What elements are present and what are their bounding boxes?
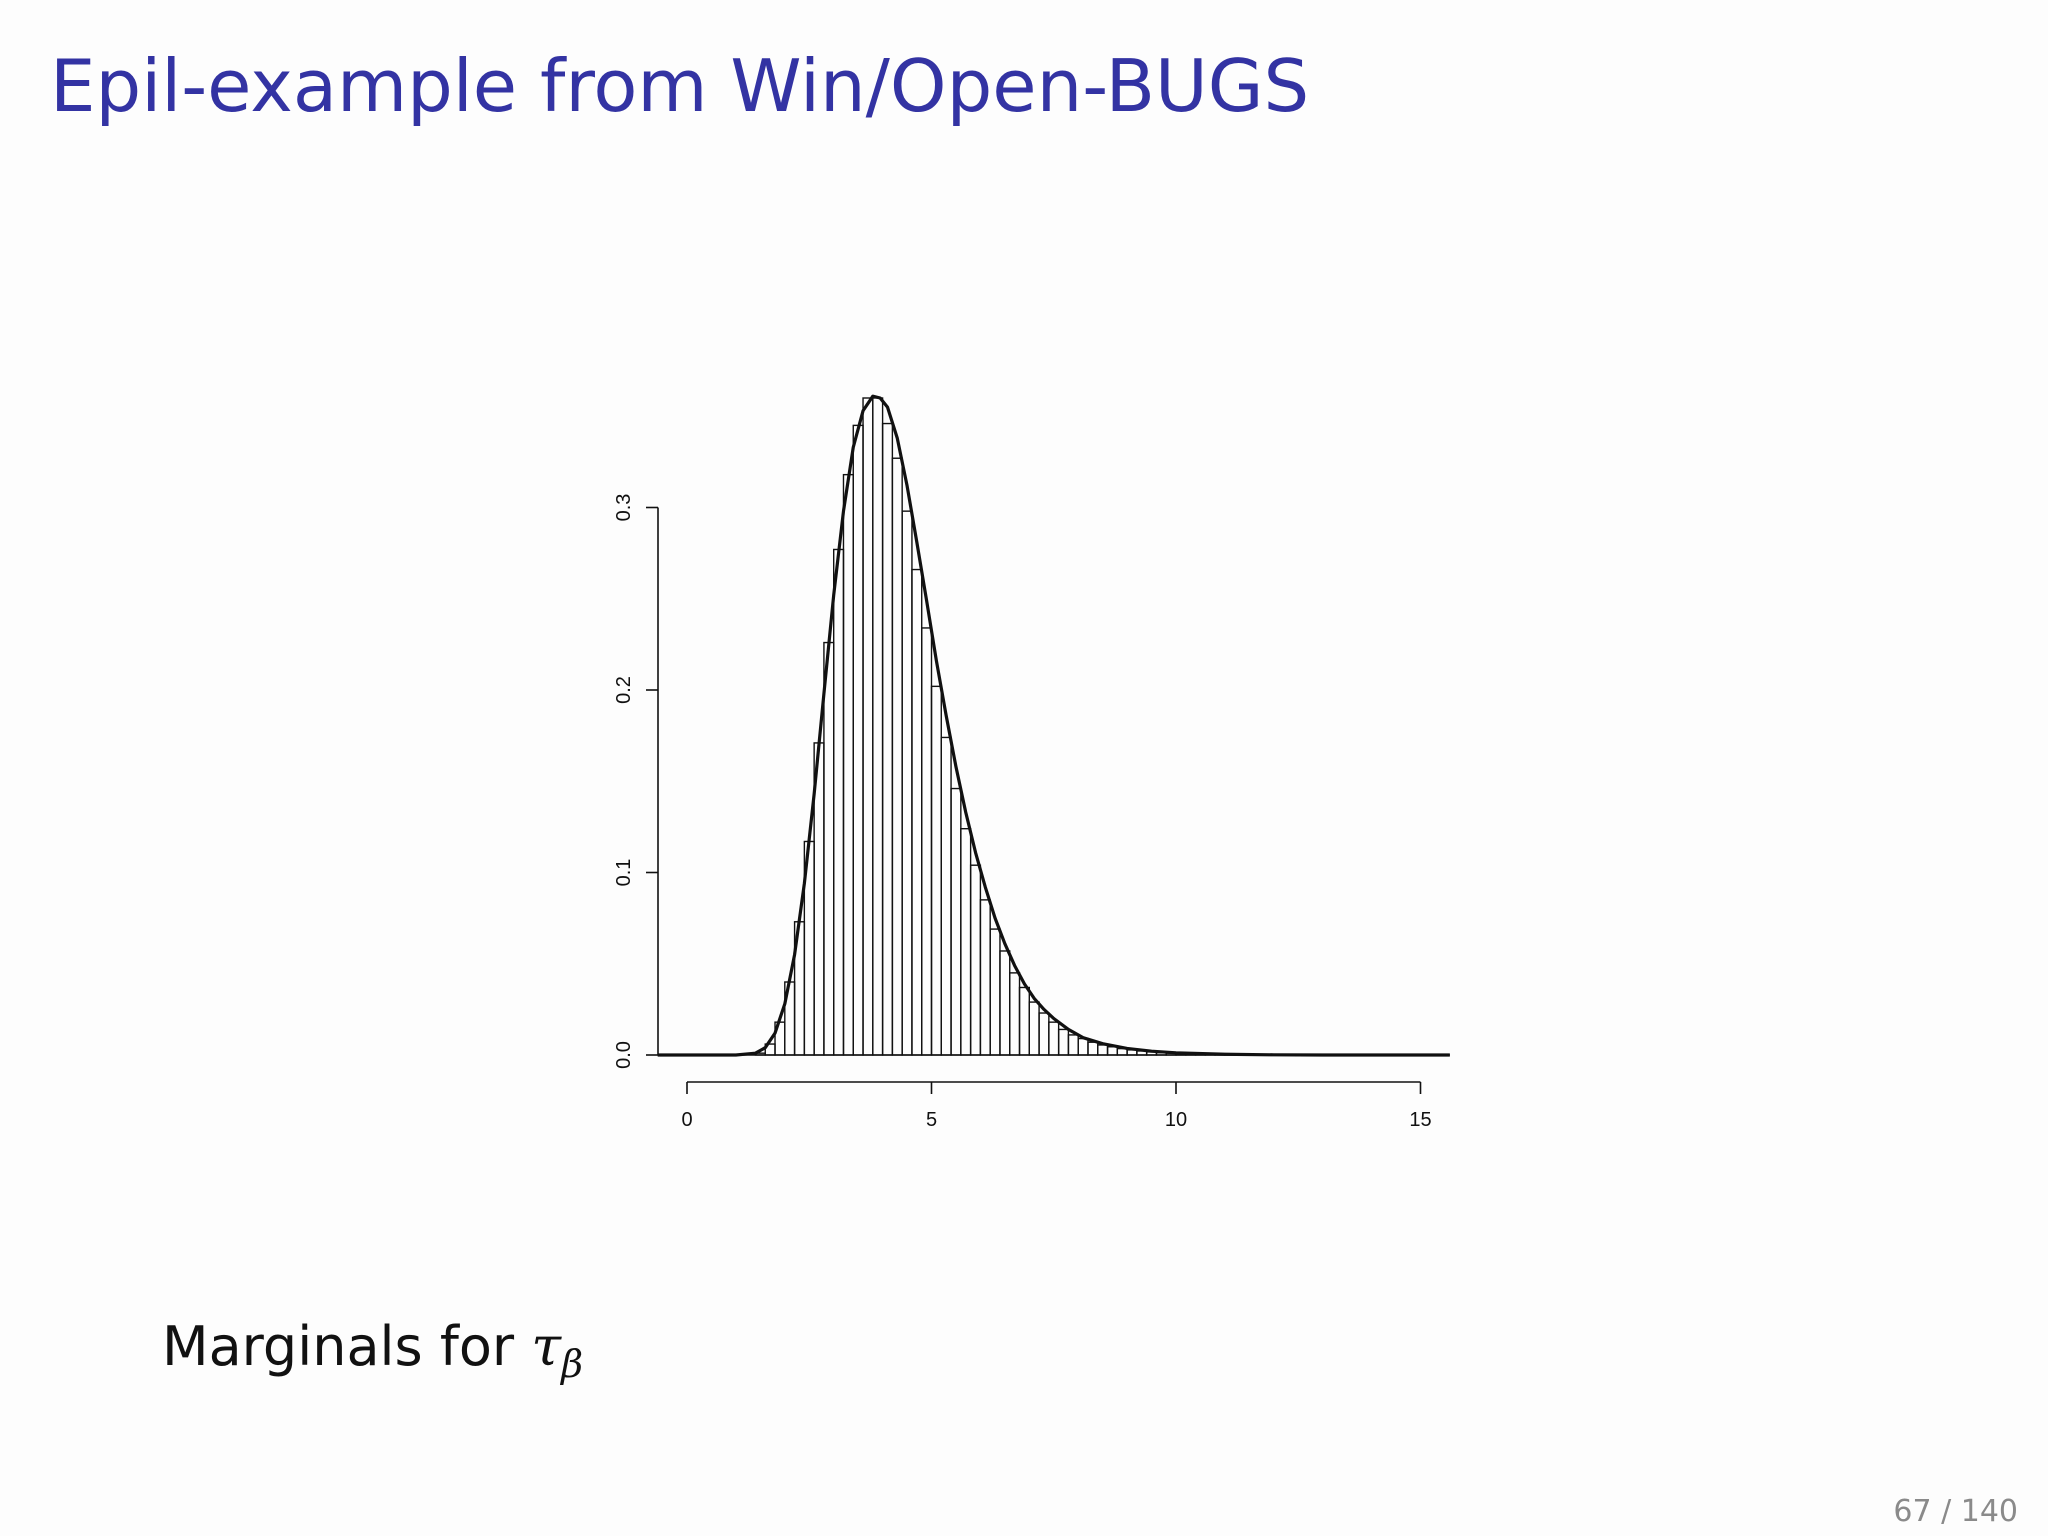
histogram-bar xyxy=(1038,1012,1050,1056)
x-tick-label: 5 xyxy=(926,1109,937,1131)
y-tick-label: 0.3 xyxy=(613,494,635,522)
histogram-bar xyxy=(921,627,933,1056)
tau-symbol: τ xyxy=(531,1315,562,1378)
histogram-bar xyxy=(1028,1001,1040,1056)
histogram-bar xyxy=(989,928,1001,1056)
page-number: 67 / 140 xyxy=(1893,1494,2018,1529)
histogram-bar xyxy=(1106,1046,1119,1056)
x-tick-label: 15 xyxy=(1409,1109,1431,1131)
x-axis: 0 5 10 15 xyxy=(681,1081,1432,1131)
slide-title: Epil-example from Win/Open-BUGS xyxy=(50,44,1310,128)
histogram-bar xyxy=(1097,1044,1109,1056)
histogram-bar xyxy=(872,397,884,1056)
slide-caption: Marginals for τβ xyxy=(162,1315,583,1386)
histogram-bar xyxy=(960,828,972,1056)
histogram-bar xyxy=(901,510,913,1056)
caption-text: Marginals for xyxy=(162,1315,532,1378)
histogram-bar xyxy=(842,473,854,1056)
histogram-bar xyxy=(1057,1028,1070,1056)
histogram-bar xyxy=(823,641,835,1056)
histogram-bar xyxy=(891,457,903,1056)
histogram-bar xyxy=(979,899,991,1056)
histogram-bar xyxy=(852,424,864,1056)
x-tick-label: 10 xyxy=(1165,1109,1187,1131)
histogram-bar xyxy=(862,397,874,1056)
histogram-bar xyxy=(930,685,942,1056)
density-curve xyxy=(657,394,1450,1057)
histogram-bar xyxy=(911,568,923,1056)
histogram-bar xyxy=(940,736,952,1056)
x-tick-label: 0 xyxy=(681,1109,692,1131)
tau-beta-symbol: τβ xyxy=(531,1315,583,1386)
histogram-bar xyxy=(881,422,894,1056)
histogram-bar xyxy=(1067,1034,1079,1056)
histogram-bar xyxy=(1018,986,1031,1056)
histogram-bar xyxy=(1077,1037,1089,1056)
beta-subscript: β xyxy=(561,1342,584,1386)
histogram-bar xyxy=(969,864,982,1056)
histogram-bar xyxy=(1048,1021,1060,1056)
histogram-bar xyxy=(1009,972,1021,1056)
y-axis: 0.0 0.1 0.2 0.3 xyxy=(613,494,659,1069)
y-tick-label: 0.0 xyxy=(613,1041,635,1069)
y-tick-label: 0.1 xyxy=(613,859,635,887)
y-tick-label: 0.2 xyxy=(613,676,635,704)
histogram-bar xyxy=(999,950,1011,1056)
histogram-bar xyxy=(833,548,845,1056)
histogram-bar xyxy=(1087,1041,1099,1056)
histogram-bar xyxy=(950,787,962,1056)
